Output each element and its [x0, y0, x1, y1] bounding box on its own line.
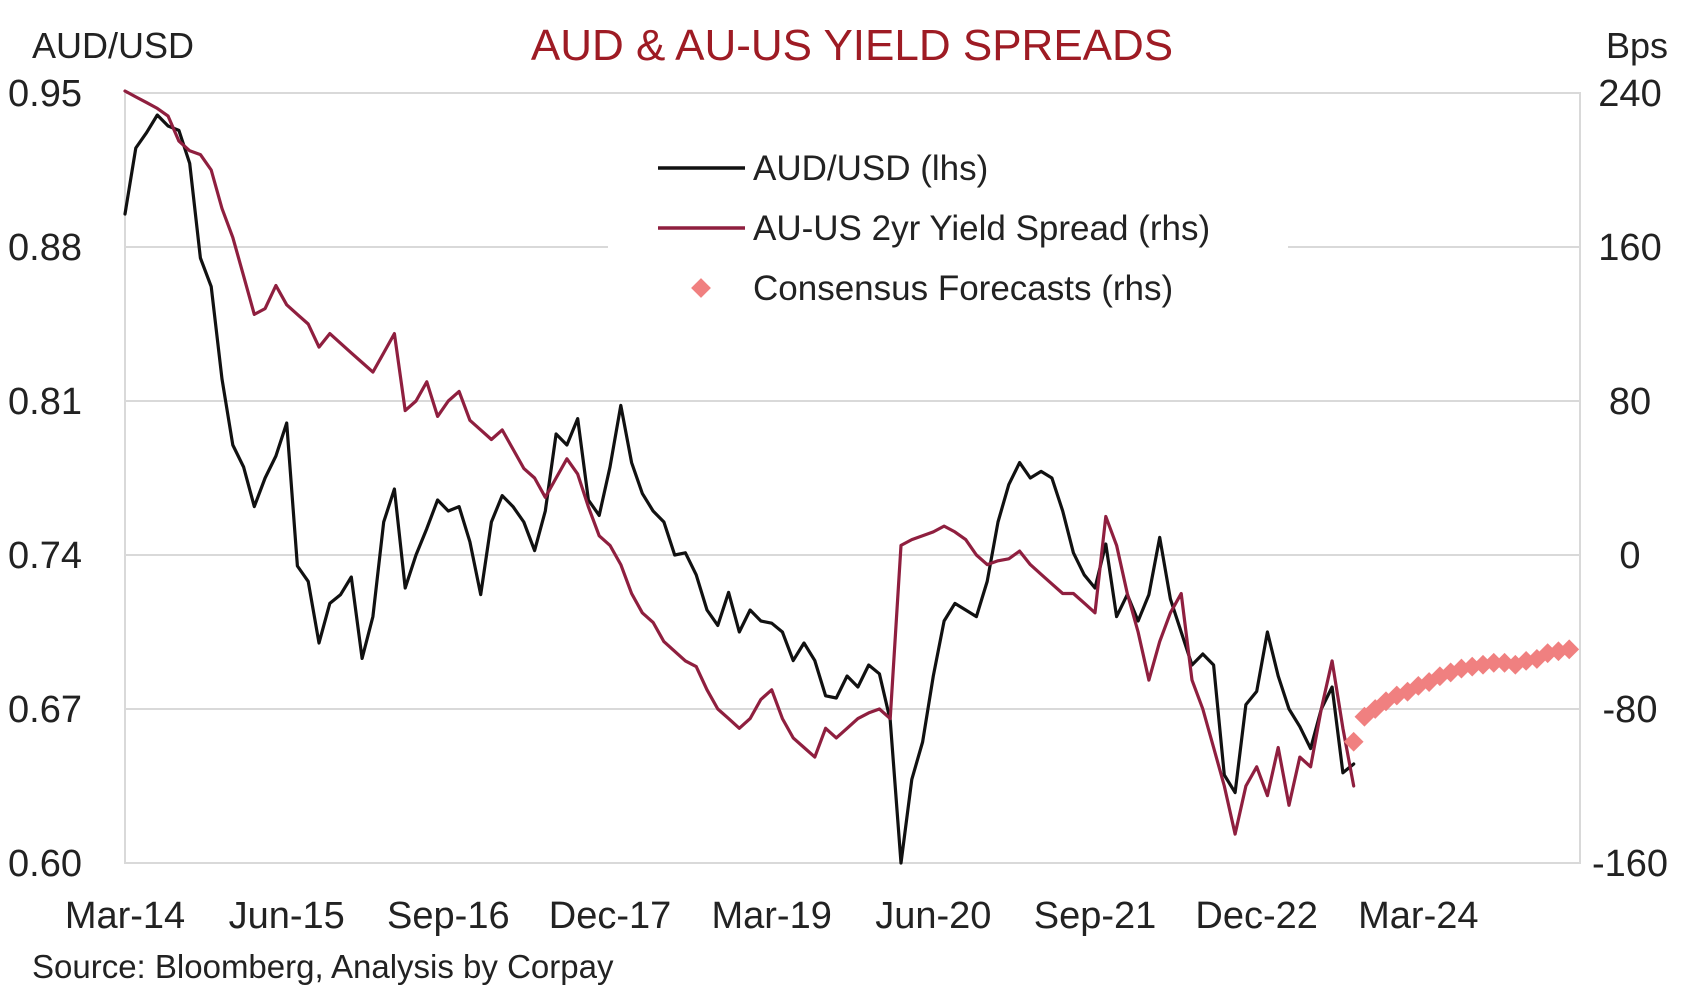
gridlines — [125, 246, 1580, 710]
legend-label-audusd: AUD/USD (lhs) — [753, 149, 988, 188]
right-axis-label: Bps — [1606, 25, 1668, 66]
legend-background — [608, 150, 1288, 310]
x-tick-label: Jun-20 — [875, 895, 991, 937]
forecast-marker — [1559, 639, 1580, 660]
x-axis-ticks: Mar-14 Jun-15 Sep-16 Dec-17 Mar-19 Jun-20 Sep-… — [65, 895, 1479, 937]
left-tick-label: 0.81 — [8, 381, 82, 423]
x-tick-label: Mar-14 — [65, 895, 185, 937]
x-tick-label: Dec-17 — [549, 895, 672, 937]
legend-swatch-consensus — [691, 278, 711, 298]
left-tick-label: 0.88 — [8, 227, 82, 269]
legend-label-consensus: Consensus Forecasts (rhs) — [753, 269, 1173, 308]
right-tick-label: 0 — [1619, 535, 1640, 577]
right-tick-label: -160 — [1592, 843, 1668, 885]
left-tick-label: 0.67 — [8, 689, 82, 731]
series-line-audusd — [123, 113, 1356, 865]
plot-frame — [124, 92, 1581, 864]
x-tick-label: Dec-22 — [1195, 895, 1318, 937]
x-tick-label: Jun-15 — [229, 895, 345, 937]
x-tick-label: Sep-16 — [387, 895, 510, 937]
right-tick-label: 240 — [1598, 73, 1661, 115]
x-tick-label: Mar-24 — [1358, 895, 1478, 937]
source-note: Source: Bloomberg, Analysis by Corpay — [32, 948, 614, 985]
right-tick-label: 160 — [1598, 227, 1661, 269]
legend-label-yield-spread: AU-US 2yr Yield Spread (rhs) — [753, 209, 1210, 248]
series-layer — [123, 89, 1580, 865]
left-tick-label: 0.95 — [8, 73, 82, 115]
forecast-marker — [1483, 652, 1504, 673]
chart-title: AUD & AU-US YIELD SPREADS — [531, 21, 1173, 70]
left-tick-label: 0.60 — [8, 843, 82, 885]
x-tick-label: Mar-19 — [711, 895, 831, 937]
forecast-marker — [1343, 731, 1364, 752]
right-tick-label: -80 — [1603, 689, 1658, 731]
left-axis-label: AUD/USD — [32, 25, 194, 66]
left-axis-ticks: 0.95 0.88 0.81 0.74 0.67 0.60 — [8, 73, 82, 885]
legend: AUD/USD (lhs) AU-US 2yr Yield Spread (rh… — [608, 149, 1288, 310]
series-line-yield-spread — [123, 89, 1356, 836]
right-axis-ticks: 240 160 80 0 -80 -160 — [1592, 73, 1668, 885]
left-tick-label: 0.74 — [8, 535, 82, 577]
right-tick-label: 80 — [1609, 381, 1651, 423]
x-tick-label: Sep-21 — [1034, 895, 1157, 937]
